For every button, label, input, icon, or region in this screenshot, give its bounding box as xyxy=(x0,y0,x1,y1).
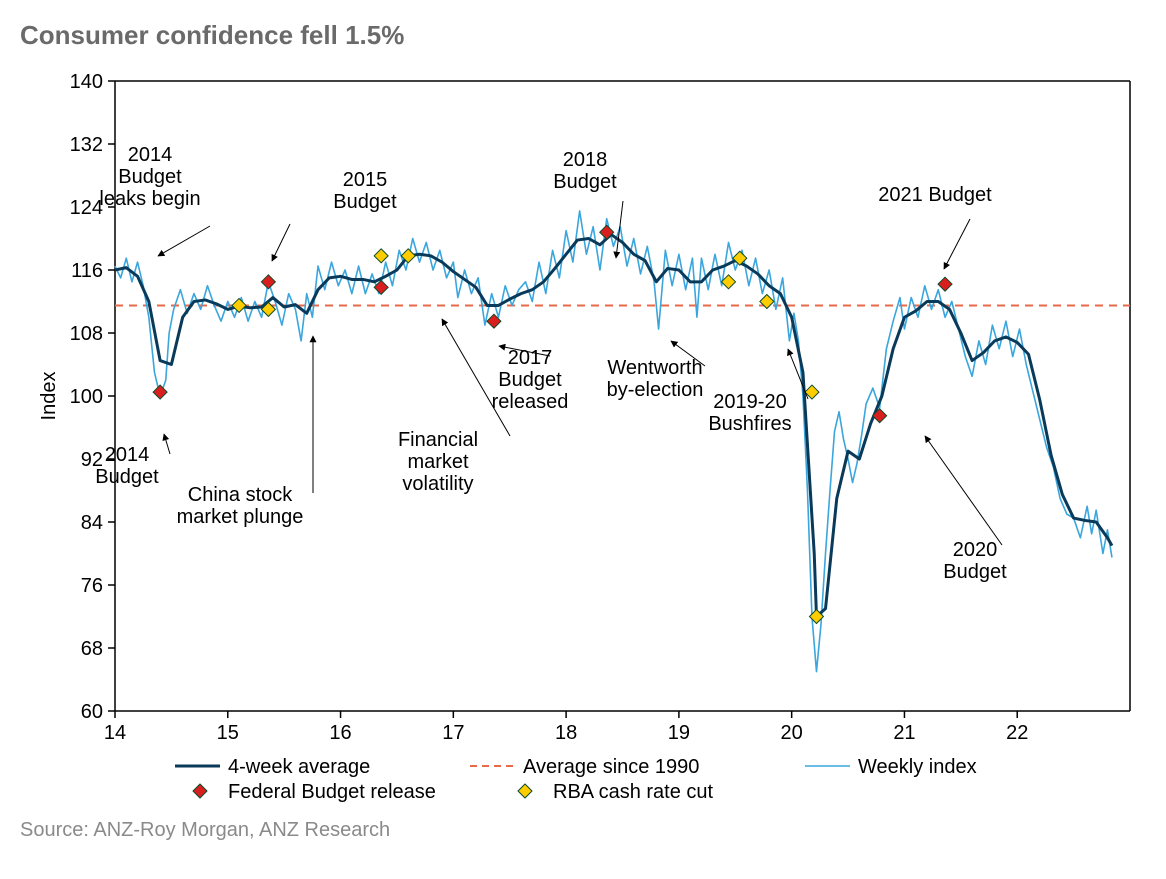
chart-source: Source: ANZ-Roy Morgan, ANZ Research xyxy=(20,819,1146,842)
svg-text:Average since 1990: Average since 1990 xyxy=(523,756,699,778)
chart-container: 6068768492100108116124132140Index1415161… xyxy=(20,61,1146,811)
svg-text:60: 60 xyxy=(81,701,103,723)
svg-text:4-week average: 4-week average xyxy=(228,756,370,778)
svg-text:100: 100 xyxy=(70,386,103,408)
svg-text:2020Budget: 2020Budget xyxy=(943,539,1007,583)
svg-text:RBA cash rate cut: RBA cash rate cut xyxy=(553,781,714,803)
svg-text:140: 140 xyxy=(70,71,103,93)
svg-text:2015Budget: 2015Budget xyxy=(333,169,397,213)
svg-text:2019-20Bushfires: 2019-20Bushfires xyxy=(708,391,791,435)
svg-text:132: 132 xyxy=(70,134,103,156)
svg-text:Weekly index: Weekly index xyxy=(858,756,977,778)
svg-text:China stockmarket plunge: China stockmarket plunge xyxy=(177,484,304,528)
svg-text:Index: Index xyxy=(38,372,60,421)
svg-text:2017Budgetreleased: 2017Budgetreleased xyxy=(492,347,569,413)
svg-text:16: 16 xyxy=(329,722,351,744)
svg-text:18: 18 xyxy=(555,722,577,744)
svg-text:116: 116 xyxy=(71,260,103,282)
svg-text:68: 68 xyxy=(81,638,103,660)
svg-text:108: 108 xyxy=(70,323,103,345)
svg-text:22: 22 xyxy=(1006,722,1028,744)
svg-text:19: 19 xyxy=(668,722,690,744)
svg-text:124: 124 xyxy=(70,197,103,219)
svg-text:Financialmarketvolatility: Financialmarketvolatility xyxy=(398,429,478,495)
svg-text:Wentworthby-election: Wentworthby-election xyxy=(607,357,704,401)
svg-text:15: 15 xyxy=(217,722,239,744)
svg-text:84: 84 xyxy=(81,512,103,534)
svg-text:2021 Budget: 2021 Budget xyxy=(878,184,992,206)
svg-text:2014Budget: 2014Budget xyxy=(95,444,159,488)
svg-text:20: 20 xyxy=(781,722,803,744)
chart-svg: 6068768492100108116124132140Index1415161… xyxy=(20,61,1146,811)
svg-text:Federal Budget release: Federal Budget release xyxy=(228,781,436,803)
svg-text:17: 17 xyxy=(442,722,464,744)
chart-title: Consumer confidence fell 1.5% xyxy=(20,20,1146,51)
svg-text:2018Budget: 2018Budget xyxy=(553,149,617,193)
svg-text:14: 14 xyxy=(104,722,126,744)
svg-text:76: 76 xyxy=(81,575,103,597)
svg-text:21: 21 xyxy=(893,722,915,744)
